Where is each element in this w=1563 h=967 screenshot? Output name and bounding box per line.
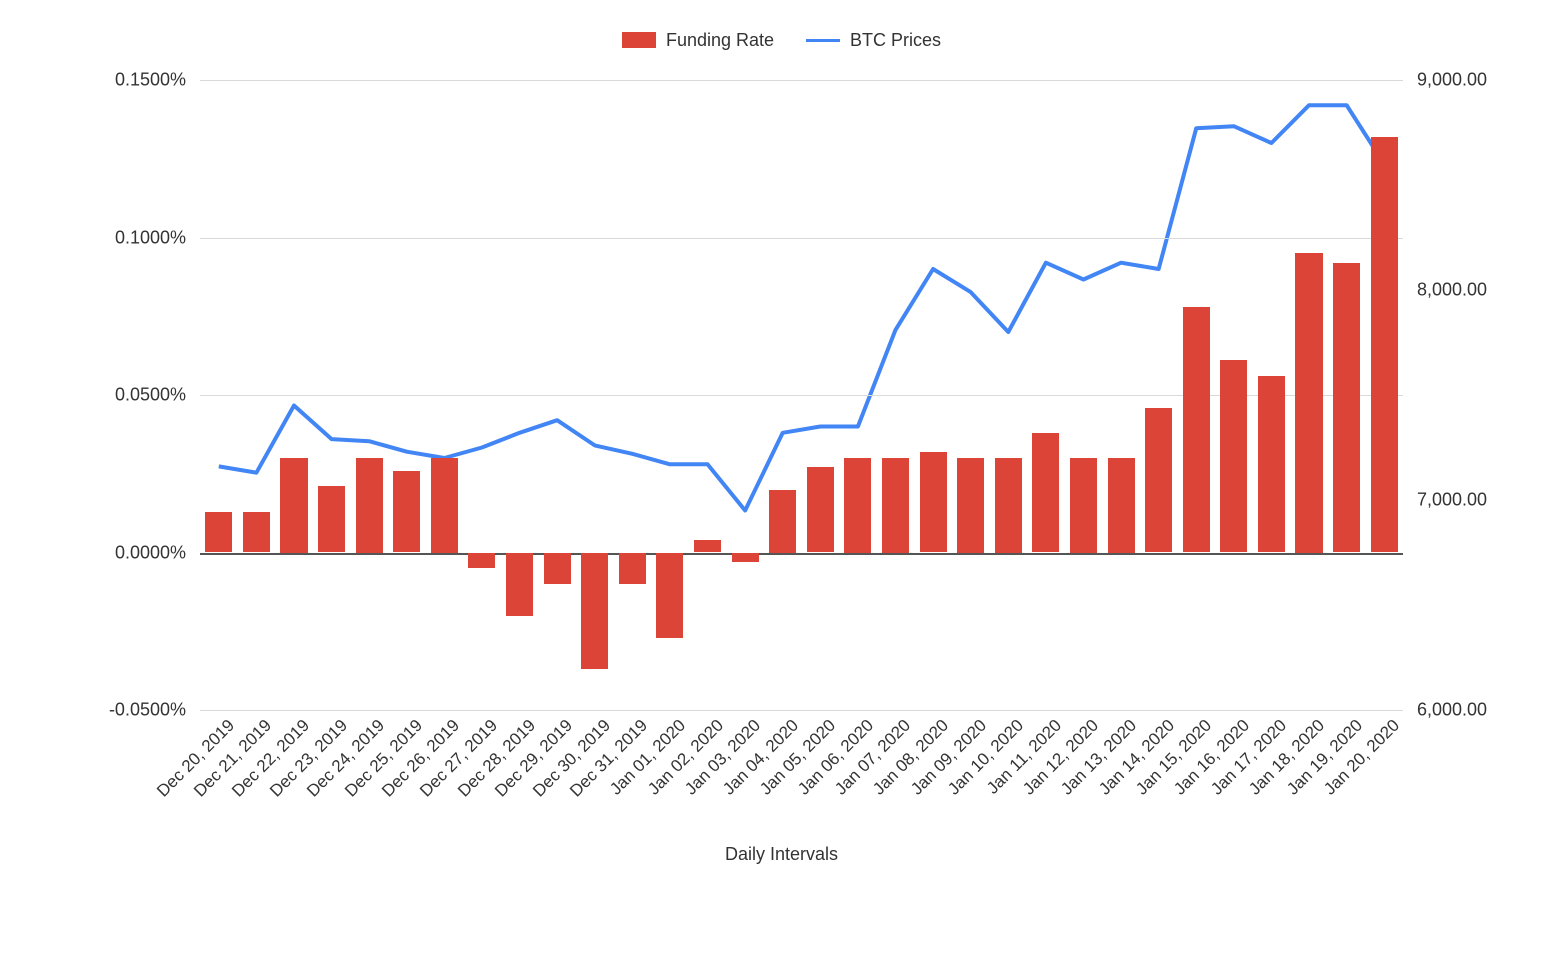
x-slot: Jan 05, 2020 — [802, 80, 840, 710]
x-slot: Jan 17, 2020 — [1253, 80, 1291, 710]
x-slot: Jan 10, 2020 — [989, 80, 1027, 710]
x-axis-title: Daily Intervals — [20, 844, 1543, 865]
bar — [468, 553, 495, 569]
bar — [356, 458, 383, 553]
x-slot: Jan 16, 2020 — [1215, 80, 1253, 710]
x-slot: Jan 06, 2020 — [839, 80, 877, 710]
y-right-tick-label: 6,000.00 — [1403, 700, 1487, 721]
bar — [243, 512, 270, 553]
y-left-tick-label: 0.1000% — [115, 227, 200, 248]
y-left-tick-label: 0.1500% — [115, 70, 200, 91]
x-slot: Jan 19, 2020 — [1328, 80, 1366, 710]
x-slot: Jan 08, 2020 — [914, 80, 952, 710]
bar — [995, 458, 1022, 553]
bar — [1108, 458, 1135, 553]
legend-bar-swatch — [622, 32, 656, 48]
bar — [280, 458, 307, 553]
x-slot: Jan 02, 2020 — [689, 80, 727, 710]
x-slot: Dec 24, 2019 — [350, 80, 388, 710]
bar — [1220, 360, 1247, 552]
x-slot: Jan 15, 2020 — [1177, 80, 1215, 710]
x-slot: Jan 20, 2020 — [1365, 80, 1403, 710]
bar — [581, 553, 608, 670]
y-right-tick-label: 7,000.00 — [1403, 490, 1487, 511]
bar — [807, 467, 834, 552]
bar — [957, 458, 984, 553]
x-slot: Dec 23, 2019 — [313, 80, 351, 710]
bar — [393, 471, 420, 553]
legend-item-btc-prices: BTC Prices — [806, 30, 941, 51]
x-slot: Dec 25, 2019 — [388, 80, 426, 710]
bar — [1145, 408, 1172, 553]
gridline — [200, 710, 1403, 711]
bar — [1070, 458, 1097, 553]
y-left-tick-label: -0.0500% — [109, 700, 200, 721]
chart-legend: Funding Rate BTC Prices — [20, 20, 1543, 60]
bar — [1371, 137, 1398, 553]
plot-outer: -0.0500% 0.0000% 0.0500% 0.1000% 0.1500% 6,00… — [20, 60, 1543, 840]
bar — [318, 486, 345, 552]
bar — [882, 458, 909, 553]
x-slot: Jan 14, 2020 — [1140, 80, 1178, 710]
legend-item-funding-rate: Funding Rate — [622, 30, 774, 51]
x-slot: Jan 18, 2020 — [1290, 80, 1328, 710]
y-left-tick-label: 0.0000% — [115, 542, 200, 563]
x-slot: Jan 03, 2020 — [726, 80, 764, 710]
y-right-tick-label: 8,000.00 — [1403, 280, 1487, 301]
x-slot: Dec 30, 2019 — [576, 80, 614, 710]
bar — [544, 553, 571, 585]
bar — [920, 452, 947, 553]
x-slot: Dec 31, 2019 — [614, 80, 652, 710]
bar — [619, 553, 646, 585]
bar — [506, 553, 533, 616]
x-slot: Dec 28, 2019 — [501, 80, 539, 710]
legend-line-label: BTC Prices — [850, 30, 941, 51]
bar — [769, 490, 796, 553]
plot-area: -0.0500%0.0000%0.0500%0.1000%0.1500%6,00… — [200, 80, 1403, 710]
y-right-tick-label: 9,000.00 — [1403, 70, 1487, 91]
bar — [844, 458, 871, 553]
bar — [694, 540, 721, 553]
bar — [656, 553, 683, 638]
bar — [1183, 307, 1210, 553]
x-slot: Jan 01, 2020 — [651, 80, 689, 710]
bar — [732, 553, 759, 562]
x-slot: Jan 13, 2020 — [1102, 80, 1140, 710]
bar — [1258, 376, 1285, 552]
x-slot: Jan 09, 2020 — [952, 80, 990, 710]
x-slot: Jan 04, 2020 — [764, 80, 802, 710]
x-slot: Dec 29, 2019 — [538, 80, 576, 710]
bar — [205, 512, 232, 553]
x-slot: Jan 11, 2020 — [1027, 80, 1065, 710]
bar — [431, 458, 458, 553]
x-slot: Dec 26, 2019 — [426, 80, 464, 710]
x-slot: Dec 21, 2019 — [238, 80, 276, 710]
x-slot: Jan 07, 2020 — [877, 80, 915, 710]
x-slot: Dec 20, 2019 — [200, 80, 238, 710]
legend-line-swatch — [806, 39, 840, 42]
x-slot: Dec 27, 2019 — [463, 80, 501, 710]
x-slot: Jan 12, 2020 — [1065, 80, 1103, 710]
bar — [1295, 253, 1322, 552]
x-slot: Dec 22, 2019 — [275, 80, 313, 710]
y-left-tick-label: 0.0500% — [115, 385, 200, 406]
bar — [1333, 263, 1360, 553]
legend-bar-label: Funding Rate — [666, 30, 774, 51]
funding-rate-btc-chart: Funding Rate BTC Prices -0.0500% 0.0000% 0… — [20, 20, 1543, 947]
bar — [1032, 433, 1059, 553]
